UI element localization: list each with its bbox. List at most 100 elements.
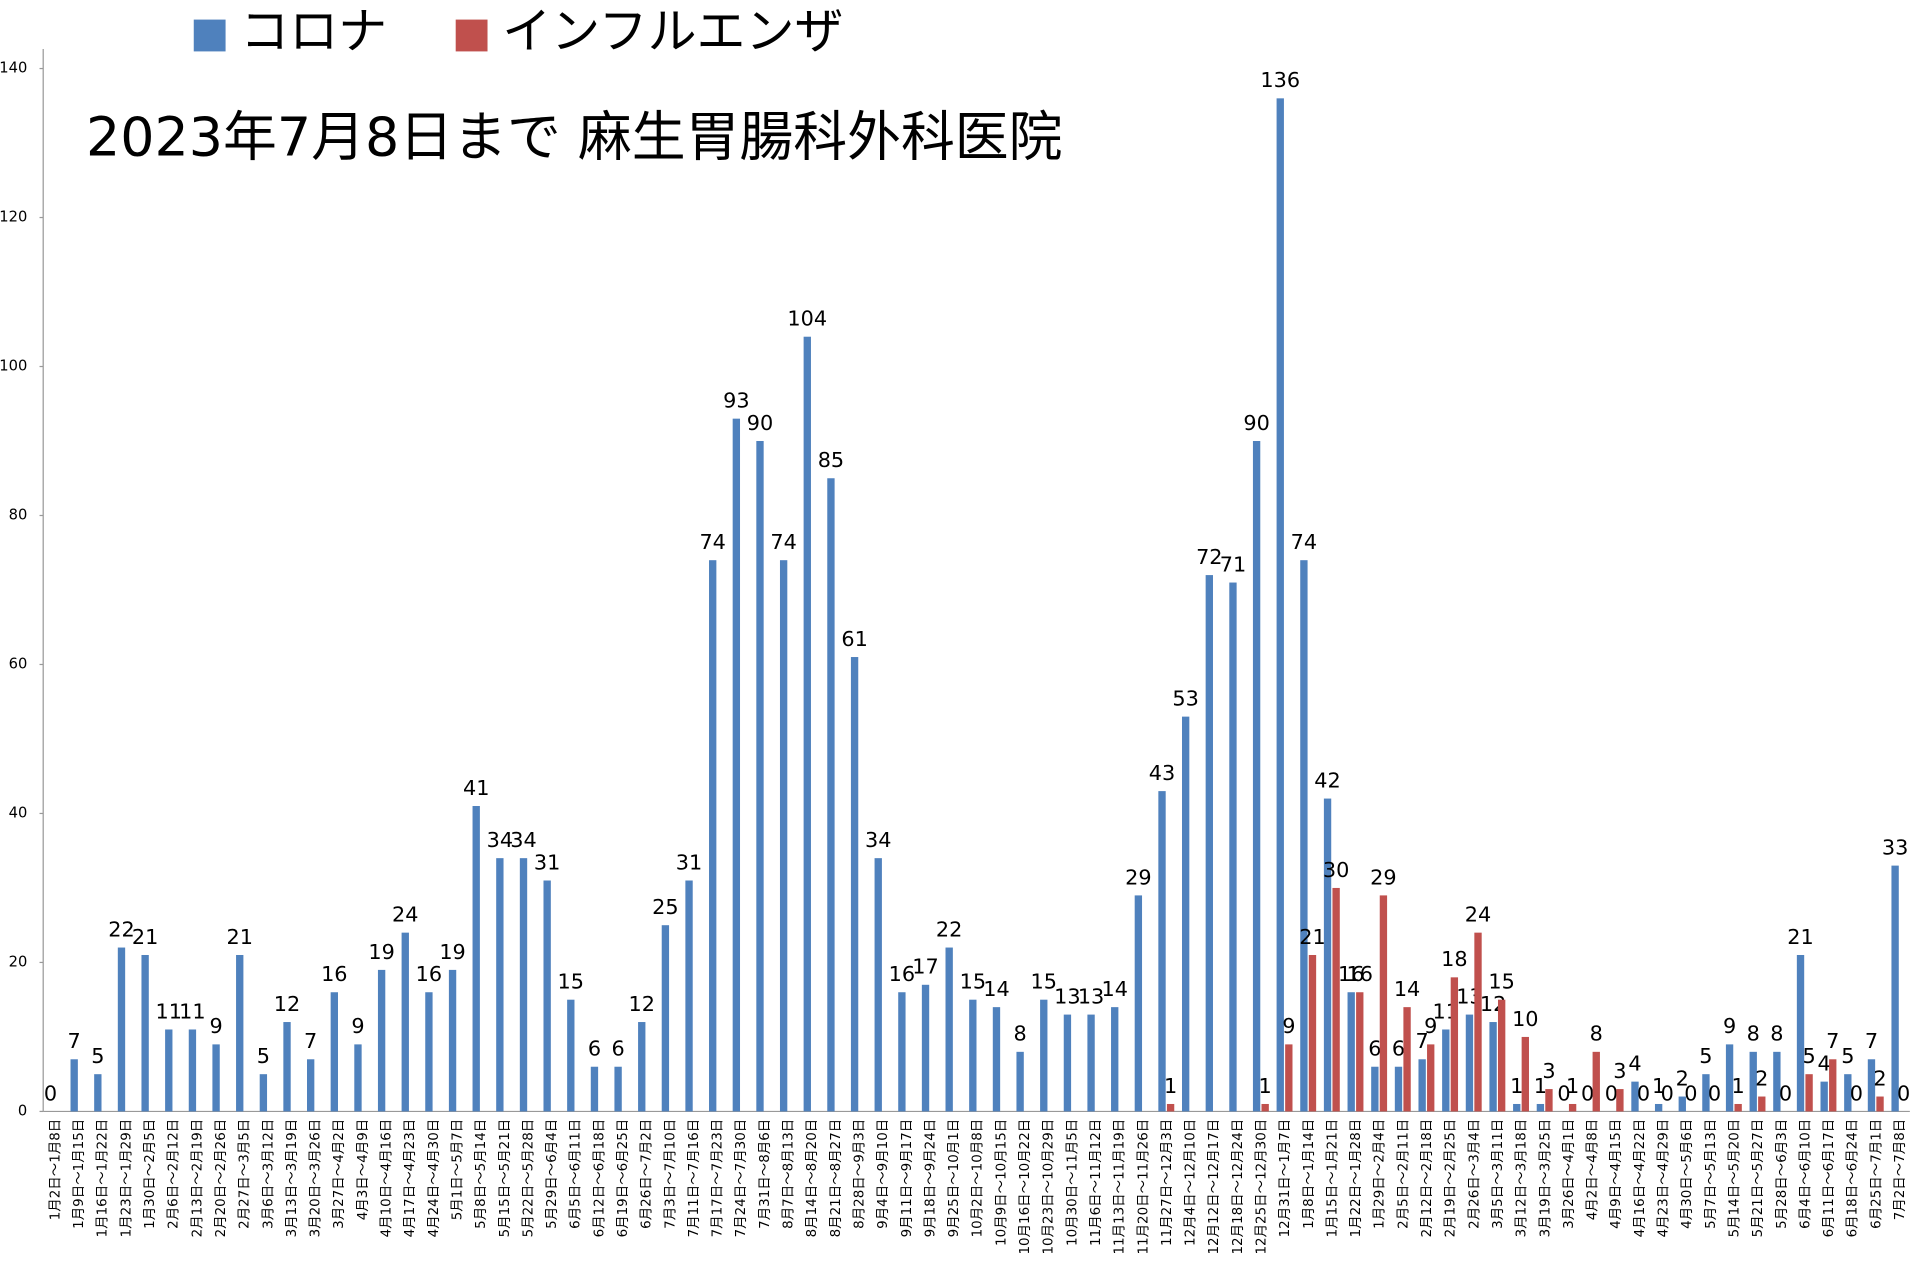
bar: [1513, 1103, 1521, 1112]
x-tick-label: 1月22日～1月28日: [1349, 1119, 1364, 1238]
bar: [1758, 1096, 1766, 1112]
value-label: 9: [1282, 1014, 1295, 1038]
bar: [1678, 1096, 1686, 1112]
x-tick-label: 4月30日～5月6日: [1680, 1119, 1695, 1229]
value-label: 2: [1873, 1066, 1886, 1090]
x-tick-label: 1月30日～2月5日: [143, 1119, 158, 1229]
value-label: 3: [1613, 1059, 1626, 1083]
value-label: 71: [1220, 552, 1246, 576]
value-label: 0: [1684, 1081, 1697, 1105]
value-label: 29: [1370, 865, 1396, 889]
value-label: 7: [68, 1029, 81, 1053]
bar: [638, 1022, 646, 1112]
bar: [1276, 98, 1284, 1112]
bar: [1876, 1096, 1884, 1112]
y-tick-label: 60: [9, 655, 28, 672]
bar: [1592, 1051, 1600, 1112]
bar: [1134, 895, 1143, 1112]
value-label: 25: [652, 895, 678, 919]
bar: [1261, 1103, 1269, 1112]
x-tick-label: 7月31日～8月6日: [758, 1119, 773, 1229]
x-tick-label: 2月20日～2月26日: [214, 1119, 229, 1238]
value-label: 29: [1125, 865, 1151, 889]
x-tick-label: 11月6日～11月12日: [1089, 1119, 1104, 1246]
value-label: 6: [611, 1037, 624, 1061]
bar: [141, 954, 149, 1112]
value-label: 34: [487, 828, 513, 852]
bar: [661, 925, 670, 1112]
bar: [165, 1029, 173, 1112]
bar: [1829, 1059, 1837, 1112]
bar: [969, 999, 977, 1112]
bar: [992, 1007, 1001, 1112]
value-label: 16: [321, 962, 347, 986]
bar: [425, 992, 433, 1112]
x-tick-label: 1月29日～2月4日: [1373, 1119, 1388, 1229]
value-label: 1: [1510, 1074, 1523, 1098]
value-label: 7: [304, 1029, 317, 1053]
value-label: 0: [1605, 1081, 1618, 1105]
value-label: 5: [1699, 1044, 1712, 1068]
bar: [1702, 1074, 1710, 1112]
y-tick-label: 0: [18, 1102, 27, 1119]
value-label: 42: [1314, 768, 1340, 792]
bar: [236, 954, 244, 1112]
y-tick-label: 80: [9, 506, 28, 523]
x-tick-label: 1月8日～1月14日: [1302, 1119, 1317, 1229]
bar: [1332, 887, 1340, 1112]
bar: [827, 478, 835, 1112]
value-label: 30: [1323, 858, 1349, 882]
x-tick-label: 7月17日～7月23日: [711, 1119, 726, 1238]
value-label: 34: [510, 828, 536, 852]
value-label: 8: [1747, 1022, 1760, 1046]
value-label: 4: [1628, 1051, 1641, 1075]
value-label: 31: [534, 850, 560, 874]
legend-swatch: [193, 19, 226, 52]
bar: [1773, 1051, 1781, 1112]
bar: [1205, 575, 1213, 1112]
x-tick-label: 6月25日～7月1日: [1869, 1119, 1884, 1229]
value-label: 104: [787, 307, 827, 331]
value-label: 9: [1723, 1014, 1736, 1038]
x-tick-label: 3月27日～4月2日: [332, 1119, 347, 1229]
bar: [330, 992, 338, 1112]
x-tick-label: 6月19日～6月25日: [616, 1119, 631, 1238]
bar: [1063, 1014, 1072, 1112]
value-label: 15: [960, 970, 986, 994]
value-label: 0: [1897, 1081, 1910, 1105]
value-label: 8: [1590, 1022, 1603, 1046]
value-label: 15: [558, 970, 584, 994]
x-tick-label: 2月27日～3月5日: [238, 1119, 253, 1229]
y-tick-label: 40: [9, 804, 28, 821]
bar: [1323, 798, 1332, 1112]
value-label: 17: [912, 955, 938, 979]
value-label: 13: [1054, 984, 1080, 1008]
value-label: 12: [274, 992, 300, 1016]
bar: [1450, 977, 1459, 1112]
value-label: 1: [1164, 1074, 1177, 1098]
value-label: 15: [1031, 970, 1057, 994]
value-label: 14: [1101, 977, 1127, 1001]
x-tick-label: 11月20日～11月26日: [1136, 1119, 1151, 1255]
value-label: 15: [1488, 970, 1514, 994]
bar: [1521, 1036, 1529, 1112]
bar: [283, 1022, 291, 1112]
legend-label: インフルエンザ: [502, 3, 843, 60]
bar: [306, 1059, 315, 1112]
x-tick-label: 5月22日～5月28日: [521, 1119, 536, 1238]
value-label: 1: [1259, 1074, 1272, 1098]
bar: [1300, 560, 1308, 1112]
x-tick-label: 4月9日～4月15日: [1609, 1119, 1624, 1229]
x-tick-label: 5月14日～5月20日: [1727, 1119, 1742, 1238]
bar: [1394, 1066, 1403, 1112]
value-label: 12: [629, 992, 655, 1016]
value-label: 24: [392, 903, 418, 927]
x-tick-label: 3月20日～3月26日: [309, 1119, 324, 1238]
value-label: 14: [1394, 977, 1420, 1001]
bar: [543, 880, 551, 1112]
value-label: 21: [1299, 925, 1325, 949]
value-label: 5: [1841, 1044, 1854, 1068]
value-label: 6: [588, 1037, 601, 1061]
bar: [567, 999, 575, 1112]
